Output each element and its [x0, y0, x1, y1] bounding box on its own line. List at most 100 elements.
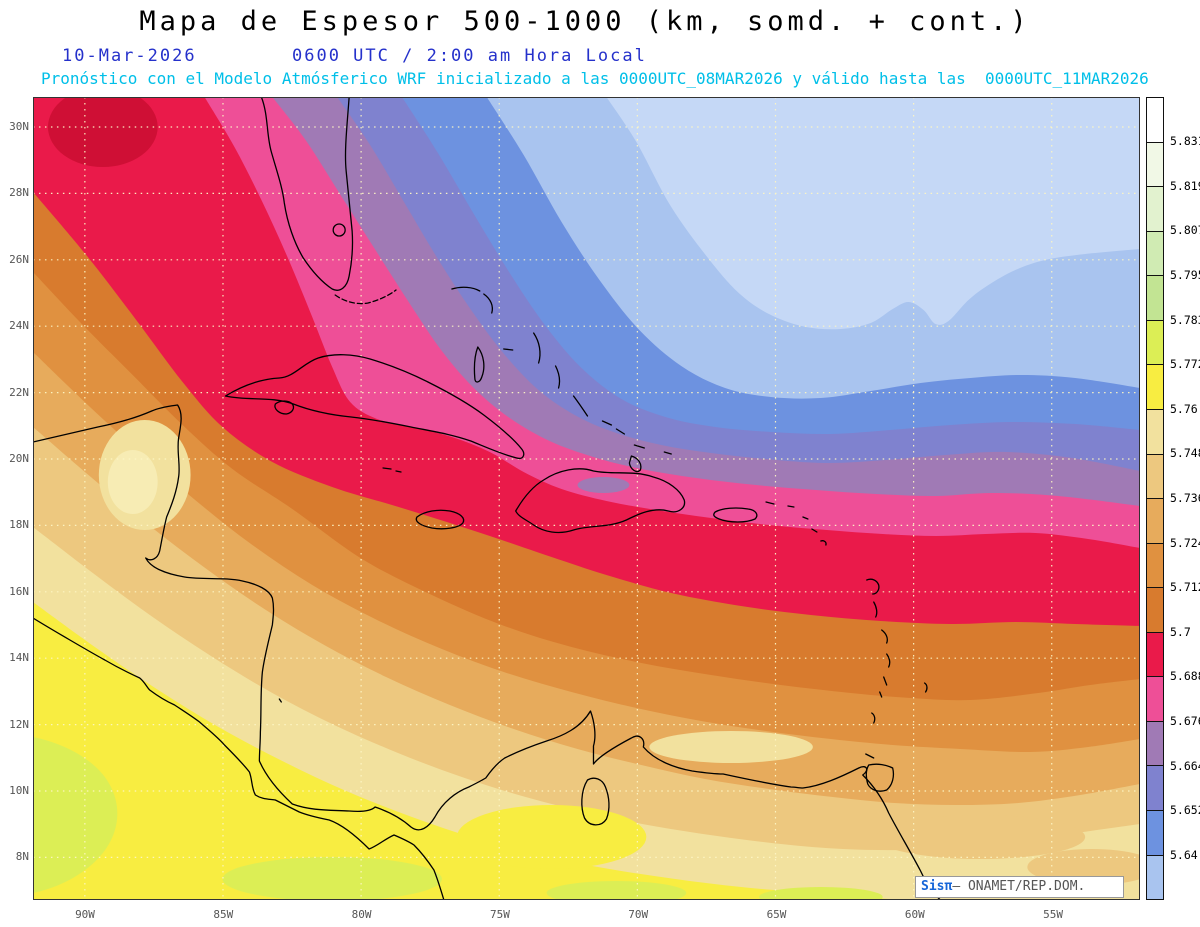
contour-details	[33, 97, 1140, 900]
coastline	[33, 404, 942, 900]
coastline	[765, 501, 775, 505]
lon-tick-label: 70W	[628, 908, 649, 921]
colorbar-tick-label: 5.712	[1170, 580, 1200, 595]
colorbar-segment	[1147, 142, 1163, 188]
coastline	[633, 444, 645, 449]
blob-dark_red	[47, 97, 158, 167]
coastline	[274, 400, 295, 415]
coastline	[572, 395, 589, 417]
coastline	[554, 365, 561, 389]
colorbar-tick-label: 5.736	[1170, 491, 1200, 505]
lake-okeechobee	[332, 223, 346, 237]
colorbar-tick-label: 5.831	[1170, 134, 1200, 149]
colorbar-tick-label: 5.64	[1170, 847, 1198, 862]
coastline	[881, 629, 888, 644]
latlon-grid	[33, 97, 1140, 900]
map-title: Mapa de Espesor 500-1000 (km, somd. + co…	[139, 6, 1031, 37]
watermark: Sisπ— ONAMET/REP.DOM.	[915, 876, 1124, 898]
coastline	[865, 763, 895, 792]
coastline	[451, 286, 481, 292]
colorbar-segment	[1147, 365, 1163, 410]
lat-tick-label: 30N	[9, 120, 29, 133]
colorbar-segment	[1147, 766, 1163, 811]
colorbar-segment	[1147, 543, 1163, 589]
coastline	[865, 753, 875, 759]
coastline	[483, 293, 493, 314]
blob-yellow	[456, 805, 647, 869]
lat-tick-label: 26N	[9, 252, 29, 266]
coastline	[415, 509, 465, 530]
colorbar-segment	[1147, 855, 1163, 900]
blob-mauve	[577, 477, 630, 493]
coastline	[515, 468, 686, 534]
coastline	[260, 97, 354, 291]
blob-pale_yellow	[107, 450, 158, 514]
colorbar-segment	[1147, 98, 1163, 143]
colorbar-segment	[1147, 454, 1163, 500]
colorbar-tick-label: 5.807	[1170, 223, 1200, 238]
coastline	[802, 516, 809, 520]
blob-chartreuse	[546, 881, 687, 900]
watermark-text: — ONAMET/REP.DOM.	[952, 879, 1086, 894]
blob-cream	[649, 731, 813, 763]
coastline	[503, 348, 514, 351]
colorbar-segment	[1147, 320, 1163, 366]
coastline	[787, 505, 795, 508]
sispi-logo: Sisπ	[921, 879, 953, 894]
colorbar-segment	[1147, 187, 1163, 232]
forecast-info: Pronóstico con el Modelo Atmósferico WRF…	[41, 69, 1149, 88]
colorbar-tick-label: 5.676	[1170, 714, 1200, 729]
blob-red	[1021, 555, 1034, 563]
coastline	[33, 617, 445, 900]
colorbar-tick-label: 5.652	[1170, 803, 1200, 818]
lat-tick-label: 18N	[9, 518, 29, 532]
coastline-keys	[334, 289, 397, 305]
coastline	[873, 601, 878, 618]
colorbar-segment	[1147, 632, 1163, 678]
blob-chartreuse	[222, 857, 442, 900]
colorbar-tick-label: 5.819	[1170, 178, 1200, 193]
coastline	[820, 540, 827, 546]
colorbar-tick-label: 5.688	[1170, 669, 1200, 684]
colorbar-segment	[1147, 811, 1163, 856]
coastline	[278, 698, 282, 703]
lat-tick-label: 8N	[15, 850, 29, 864]
lon-tick-label: 65W	[766, 908, 787, 921]
coastline	[663, 451, 672, 455]
colorbar-segment	[1147, 231, 1163, 277]
map-frame	[33, 97, 1140, 900]
coastline	[886, 653, 891, 668]
colorbar-tick-label: 5.772	[1170, 357, 1200, 372]
colorbar	[1146, 97, 1164, 900]
contour-bands	[33, 97, 1140, 900]
coastline	[923, 682, 928, 693]
blob-red	[570, 517, 591, 527]
lon-tick-label: 55W	[1043, 908, 1064, 921]
coastline	[601, 420, 626, 435]
lon-tick-label: 75W	[489, 908, 510, 921]
coastline	[473, 346, 485, 383]
colorbar-segment	[1147, 409, 1163, 455]
colorbar-tick-label: 5.7	[1170, 624, 1191, 639]
lon-tick-label: 85W	[213, 908, 234, 921]
band-yellow	[33, 602, 905, 900]
blob-khaki	[875, 815, 1086, 859]
blob-chartreuse	[759, 887, 883, 900]
coastline	[811, 528, 818, 533]
coastline	[879, 691, 883, 698]
valid-time: 0600 UTC / 2:00 am Hora Local	[292, 46, 647, 66]
coastline	[713, 507, 758, 523]
lat-tick-label: 16N	[9, 584, 29, 598]
colorbar-segment	[1147, 677, 1163, 722]
thickness-map	[33, 97, 1140, 900]
colorbar-tick-label: 5.76	[1170, 401, 1198, 416]
lat-tick-label: 12N	[9, 717, 29, 731]
coastline	[224, 354, 525, 460]
lat-tick-label: 28N	[9, 186, 29, 200]
coastline	[871, 712, 876, 724]
colorbar-tick-label: 5.664	[1170, 758, 1200, 773]
colorbar-tick-label: 5.724	[1170, 535, 1200, 550]
colorbar-segment	[1147, 588, 1163, 633]
lat-tick-label: 20N	[9, 452, 29, 465]
